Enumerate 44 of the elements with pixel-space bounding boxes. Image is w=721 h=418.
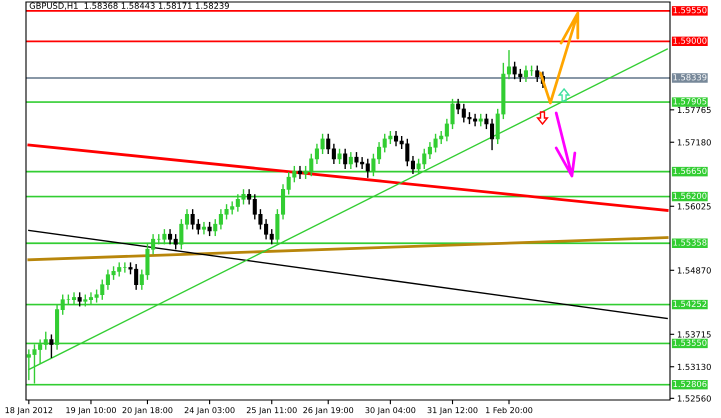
candlestick [202,222,206,234]
y-tick-label: 1.53130 [678,364,711,370]
x-tick-label: 25 Jan 11:00 [246,407,297,415]
candlestick [208,222,212,236]
candlestick [337,148,342,164]
chart-title: GBPUSD,H1 1.58368 1.58443 1.58171 1.58239 [30,2,229,10]
ref-line-label: 1.53550 [673,340,706,346]
candlestick [518,68,522,82]
x-tick-label: 20 Jan 18:00 [122,407,172,415]
x-tick-label: 30 Jan 04:00 [365,407,416,415]
y-tick-label: 1.54870 [678,267,711,274]
ref-line-label: 1.58339 [673,74,706,80]
candlestick [49,334,54,358]
ref-line-label: 1.56650 [673,168,706,174]
candlestick [298,166,302,179]
ref-line-label: 1.59550 [673,6,706,14]
x-tick-label: 26 Jan 19:00 [303,407,354,415]
x-tick-label: 18 Jan 2012 [6,407,52,415]
y-tick-label: 1.57765 [678,106,711,114]
candlestick [292,166,296,182]
candlestick [190,209,195,230]
y-tick-label: 1.57180 [678,139,711,146]
candlestick [196,219,200,234]
ref-line-label: 1.57905 [673,98,706,104]
x-tick-label: 24 Jan 03:00 [184,407,235,415]
y-tick-label: 1.53715 [678,331,711,338]
candlestick [512,62,517,80]
candlestick [478,114,483,126]
candlestick [78,292,82,306]
ref-line-label: 1.54252 [673,300,706,307]
ref-line-label: 1.56200 [673,192,706,199]
ref-line-label: 1.55358 [673,239,706,246]
y-tick-label: 1.52560 [678,395,711,402]
x-tick-label: 19 Jan 10:00 [66,407,116,415]
candlestick [535,66,540,82]
ref-line-label: 1.52806 [673,380,707,388]
x-tick-label: 31 Jan 12:00 [428,407,478,415]
candlestick [343,148,348,169]
x-tick-label: 1 Feb 20:00 [486,406,532,414]
candlestick [524,66,528,82]
ref-line-label: 1.59000 [673,37,706,44]
candlestick [456,98,460,114]
candlestick [348,152,353,169]
y-tick-label: 1.56025 [678,203,711,210]
